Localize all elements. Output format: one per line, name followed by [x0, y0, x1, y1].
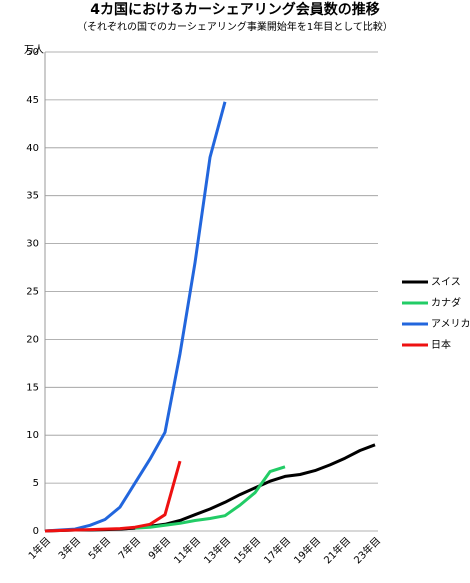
y-axis-label: 万人 — [24, 44, 44, 56]
x-tick-label: 11年目 — [171, 534, 203, 566]
legend-label: アメリカ — [431, 318, 470, 330]
x-tick-label: 7年目 — [115, 534, 143, 562]
legend-label: カナダ — [431, 296, 461, 309]
y-tick-label: 20 — [26, 334, 39, 345]
x-tick-label: 15年目 — [231, 534, 263, 566]
x-tick-label: 21年目 — [321, 534, 353, 566]
x-tick-label: 19年目 — [291, 534, 323, 566]
x-tick-label: 17年目 — [261, 534, 293, 566]
y-tick-label: 15 — [26, 382, 39, 393]
legend-label: 日本 — [431, 338, 451, 351]
x-tick-label: 3年目 — [55, 534, 83, 562]
x-tick-label: 9年目 — [145, 534, 173, 562]
y-tick-label: 30 — [26, 239, 39, 250]
chart-title: 4カ国におけるカーシェアリング会員数の推移 — [90, 1, 379, 18]
y-tick-label: 10 — [26, 430, 39, 441]
x-tick-label: 1年目 — [25, 534, 53, 562]
chart-subtitle: （それぞれの国でのカーシェアリング事業開始年を1年目として比較） — [77, 20, 393, 33]
y-tick-label: 45 — [26, 95, 39, 106]
series-line — [44, 460, 182, 533]
y-tick-label: 35 — [26, 191, 39, 202]
series-line — [134, 465, 286, 530]
series-line — [44, 101, 227, 533]
y-tick-label: 5 — [33, 478, 39, 489]
y-tick-label: 0 — [33, 526, 39, 537]
y-tick-label: 50 — [26, 47, 39, 58]
x-tick-label: 13年目 — [201, 534, 233, 566]
y-tick-label: 40 — [26, 143, 39, 154]
legend-label: スイス — [431, 277, 461, 288]
x-tick-label: 23年目 — [351, 534, 383, 566]
x-tick-label: 5年目 — [85, 534, 113, 562]
y-tick-label: 25 — [26, 287, 39, 298]
